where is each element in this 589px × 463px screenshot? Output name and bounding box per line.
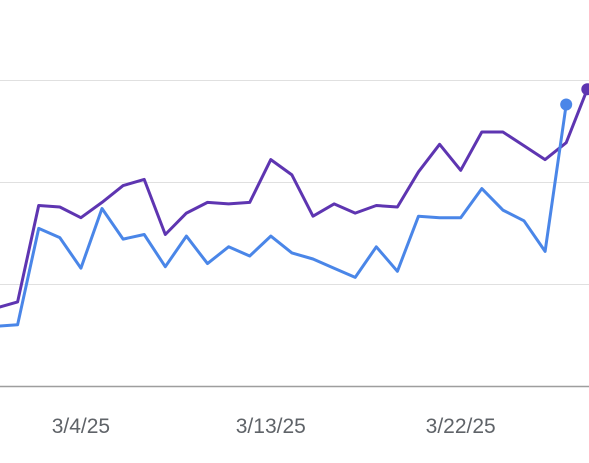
x-tick-label: 3/4/25 [52, 415, 110, 438]
series-line-1 [0, 87, 589, 309]
series-endpoint-2[interactable] [560, 98, 573, 111]
series-lines [0, 83, 589, 328]
x-tick-labels: 3/4/25 3/13/25 3/22/25 [52, 415, 496, 438]
series-endpoint-1[interactable] [581, 83, 589, 96]
x-tick-label: 3/13/25 [236, 415, 306, 438]
x-tick-label: 3/22/25 [426, 415, 496, 438]
series-line-2 [0, 103, 568, 328]
